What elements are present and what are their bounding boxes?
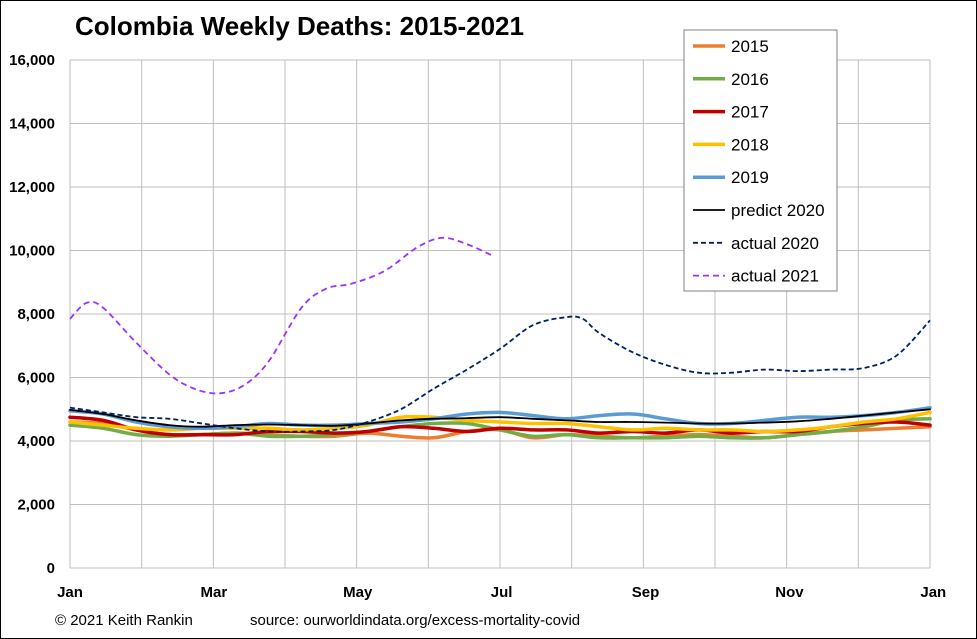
legend-label: actual 2021 bbox=[731, 267, 819, 286]
legend-label: 2016 bbox=[731, 70, 769, 89]
source-text: source: ourworldindata.org/excess-mortal… bbox=[250, 612, 580, 629]
y-axis-ticks: 0 2,000 4,000 6,000 8,000 10,000 12,000 14,000 1… bbox=[9, 52, 55, 577]
chart-title: Colombia Weekly Deaths: 2015-2021 bbox=[75, 11, 524, 41]
x-tick-label: Nov bbox=[775, 584, 804, 601]
legend-label: 2019 bbox=[731, 168, 769, 187]
x-tick-label: Jan bbox=[57, 584, 83, 601]
y-tick-label: 6,000 bbox=[17, 370, 55, 387]
legend-label: predict 2020 bbox=[731, 201, 825, 220]
legend: 2015 2016 2017 2018 2019 predict 2020 actual 2… bbox=[683, 29, 838, 292]
series-line-predict-2020 bbox=[69, 408, 931, 428]
series-line-actual-2021 bbox=[69, 236, 493, 395]
y-tick-label: 0 bbox=[47, 560, 55, 577]
x-tick-label: Jul bbox=[491, 584, 513, 601]
series-line-2019 bbox=[68, 405, 932, 431]
x-tick-label: Jan bbox=[920, 584, 946, 601]
x-tick-label: May bbox=[343, 584, 373, 601]
y-tick-label: 4,000 bbox=[17, 433, 55, 450]
y-tick-label: 8,000 bbox=[17, 306, 55, 323]
y-tick-label: 12,000 bbox=[9, 179, 55, 196]
series-line-actual-2020 bbox=[69, 315, 931, 433]
y-tick-label: 2,000 bbox=[17, 497, 55, 514]
x-tick-label: Sep bbox=[632, 584, 660, 601]
legend-label: 2015 bbox=[731, 37, 769, 56]
series-lines bbox=[68, 236, 932, 440]
legend-label: actual 2020 bbox=[731, 234, 819, 253]
legend-box bbox=[683, 29, 838, 292]
y-tick-label: 16,000 bbox=[9, 52, 55, 69]
legend-label: 2017 bbox=[731, 103, 769, 122]
y-tick-label: 14,000 bbox=[9, 116, 55, 133]
y-tick-label: 10,000 bbox=[9, 243, 55, 260]
credit-text: © 2021 Keith Rankin bbox=[55, 612, 193, 629]
x-axis-ticks: Jan Mar May Jul Sep Nov Jan bbox=[57, 584, 946, 601]
legend-label: 2018 bbox=[731, 135, 769, 154]
x-tick-label: Mar bbox=[201, 584, 228, 601]
